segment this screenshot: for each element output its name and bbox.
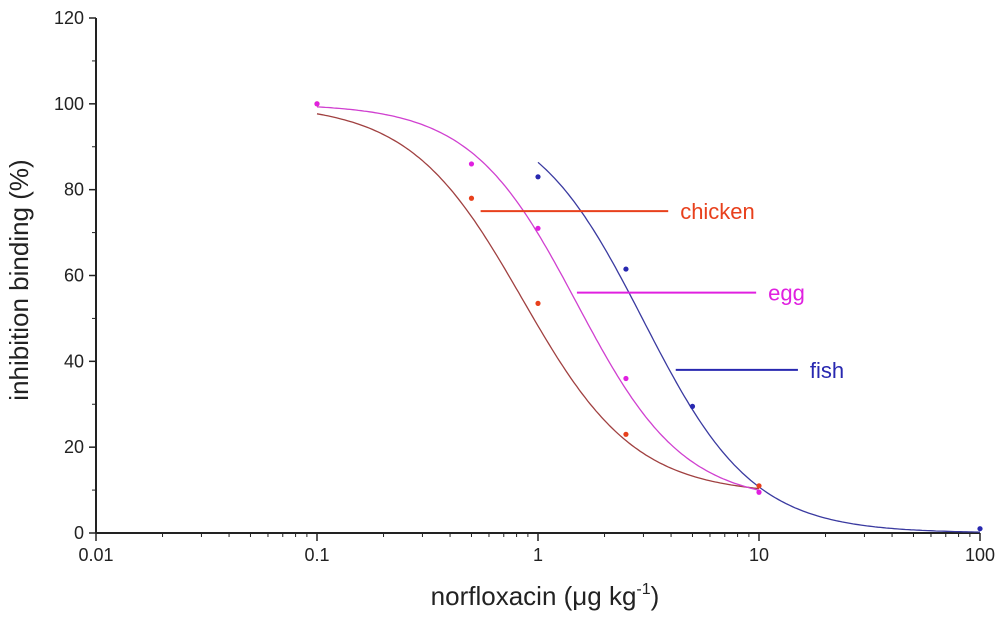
point-chicken: [535, 300, 541, 306]
point-fish: [689, 403, 696, 409]
point-egg: [535, 225, 541, 231]
fit-curve-fish: [537, 161, 981, 533]
point-fish: [977, 526, 983, 532]
x-tick-label: 0.01: [78, 545, 113, 565]
y-tick-label: 0: [74, 523, 84, 543]
y-tick-label: 20: [64, 437, 84, 457]
point-egg: [623, 375, 629, 382]
point-chicken: [623, 431, 629, 437]
point-egg: [756, 489, 762, 495]
series-label-egg: egg: [768, 281, 805, 306]
x-tick-label: 1: [533, 545, 543, 565]
y-tick-label: 60: [64, 266, 84, 286]
fit-curves: [316, 106, 981, 533]
y-tick-label: 40: [64, 351, 84, 371]
x-axis-title-close: ): [651, 581, 660, 611]
point-chicken: [468, 195, 475, 201]
x-tick-label: 10: [749, 545, 769, 565]
series-annotations: chicken egg fish: [480, 199, 844, 383]
fit-curve-chicken: [316, 113, 760, 490]
point-fish: [535, 174, 541, 180]
data-points: [314, 101, 983, 532]
point-egg: [468, 161, 475, 167]
x-axis-title: norfloxacin (μg kg-1): [431, 581, 660, 611]
y-tick-label: 80: [64, 180, 84, 200]
series-label-chicken: chicken: [680, 199, 755, 224]
point-fish: [623, 266, 629, 272]
y-tick-label: 120: [54, 8, 84, 28]
x-axis-title-superscript: -1: [636, 581, 650, 598]
x-tick-label: 0.1: [304, 545, 329, 565]
series-label-fish: fish: [810, 358, 844, 383]
axes: 0 20 40 60 80 100 120 0.01 0.1 1 10 100: [54, 8, 995, 565]
y-tick-label: 100: [54, 94, 84, 114]
fit-curve-egg: [316, 106, 760, 491]
point-chicken: [756, 483, 762, 489]
x-tick-label: 100: [965, 545, 995, 565]
point-egg: [314, 101, 320, 107]
x-axis-title-main: norfloxacin (μg kg: [431, 581, 637, 611]
y-axis-title: inhibition binding (%): [4, 159, 34, 400]
